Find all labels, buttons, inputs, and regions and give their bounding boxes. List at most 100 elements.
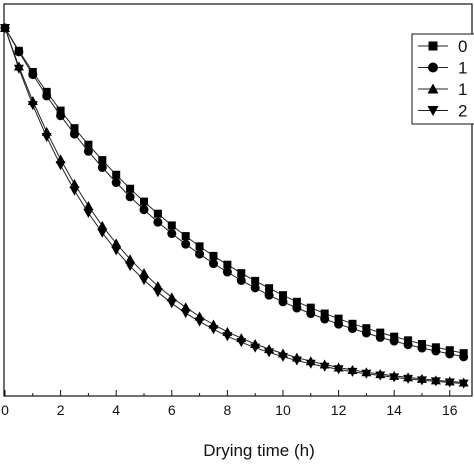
data-point — [375, 371, 386, 381]
legend-marker — [427, 83, 439, 94]
data-point — [13, 64, 24, 74]
x-tick-label: 16 — [442, 402, 458, 418]
x-tick-label: 10 — [275, 402, 291, 418]
data-point — [111, 178, 121, 188]
data-point — [83, 208, 94, 218]
data-point — [222, 332, 233, 342]
data-point — [180, 302, 191, 312]
x-tick-label: 2 — [57, 402, 65, 418]
data-point — [319, 362, 330, 372]
data-point — [264, 348, 275, 358]
data-point — [389, 336, 399, 346]
x-tick-label: 4 — [112, 402, 120, 418]
data-point — [416, 376, 427, 386]
data-point — [69, 129, 79, 139]
data-point — [305, 359, 316, 369]
data-point — [138, 268, 149, 278]
x-axis-label: Drying time (h) — [203, 441, 314, 460]
legend-label: 2 — [458, 102, 467, 121]
series-0 — [1, 24, 468, 358]
data-point — [97, 162, 107, 172]
data-point — [458, 379, 469, 389]
data-point — [292, 303, 302, 313]
data-point — [56, 106, 65, 115]
data-point — [278, 291, 287, 300]
x-tick-label: 8 — [223, 402, 231, 418]
legend-marker — [428, 62, 438, 73]
data-point — [195, 249, 205, 259]
data-point — [459, 352, 469, 362]
data-point — [333, 365, 344, 375]
legend-box — [411, 33, 474, 125]
data-point — [181, 232, 190, 241]
data-point — [236, 275, 246, 285]
data-point — [431, 346, 441, 356]
x-tick-label: 0 — [1, 402, 9, 418]
data-point — [320, 309, 329, 318]
data-point — [417, 343, 427, 353]
data-point — [222, 267, 232, 277]
data-point — [98, 156, 107, 165]
data-point — [347, 367, 358, 377]
data-point — [70, 124, 79, 133]
data-point — [181, 239, 191, 249]
data-point — [348, 319, 357, 328]
data-point — [166, 299, 177, 309]
data-point — [125, 254, 136, 264]
data-point — [97, 220, 108, 230]
data-point — [152, 281, 163, 291]
data-point — [84, 140, 93, 149]
data-point — [375, 332, 385, 342]
data-point — [56, 111, 66, 121]
series-line — [4, 27, 464, 385]
data-point — [362, 324, 371, 333]
data-point — [403, 374, 414, 384]
data-point — [167, 221, 176, 230]
data-point — [444, 378, 455, 388]
x-tick-label: 6 — [168, 402, 176, 418]
data-point — [223, 260, 232, 269]
data-point — [306, 309, 316, 319]
data-point — [209, 251, 218, 260]
data-point — [126, 184, 135, 193]
data-point — [347, 324, 357, 334]
data-point — [166, 292, 177, 302]
data-point — [361, 369, 372, 379]
x-axis-ticks: 0 2 4 6 8 10 12 14 16 — [1, 390, 458, 418]
series-line — [4, 27, 464, 358]
data-point — [152, 288, 163, 298]
legend-label: 0 — [458, 37, 467, 56]
series-2 — [0, 23, 469, 387]
data-point — [265, 284, 274, 293]
series-3 — [0, 24, 469, 389]
data-point — [403, 340, 413, 350]
plot-frame — [3, 3, 473, 397]
series-layer — [0, 23, 469, 389]
data-point — [208, 325, 219, 335]
data-point — [42, 91, 52, 101]
data-point — [153, 217, 163, 227]
data-point — [41, 132, 52, 142]
data-point — [69, 186, 80, 196]
data-point — [264, 290, 274, 300]
series-1 — [0, 23, 469, 362]
data-point — [55, 161, 66, 171]
data-point — [97, 228, 108, 238]
data-point — [376, 328, 385, 337]
data-point — [277, 352, 288, 362]
legend-marker — [428, 41, 438, 51]
legend-marker — [427, 106, 439, 116]
data-point — [0, 24, 10, 33]
legend-label: 1 — [458, 80, 467, 99]
legend-label: 1 — [458, 59, 467, 78]
data-point — [291, 356, 302, 366]
data-point — [306, 303, 315, 312]
data-point — [334, 319, 344, 329]
data-point — [153, 209, 162, 218]
data-point — [250, 283, 260, 293]
data-point — [195, 242, 204, 251]
data-point — [111, 246, 122, 256]
data-point — [445, 349, 455, 359]
